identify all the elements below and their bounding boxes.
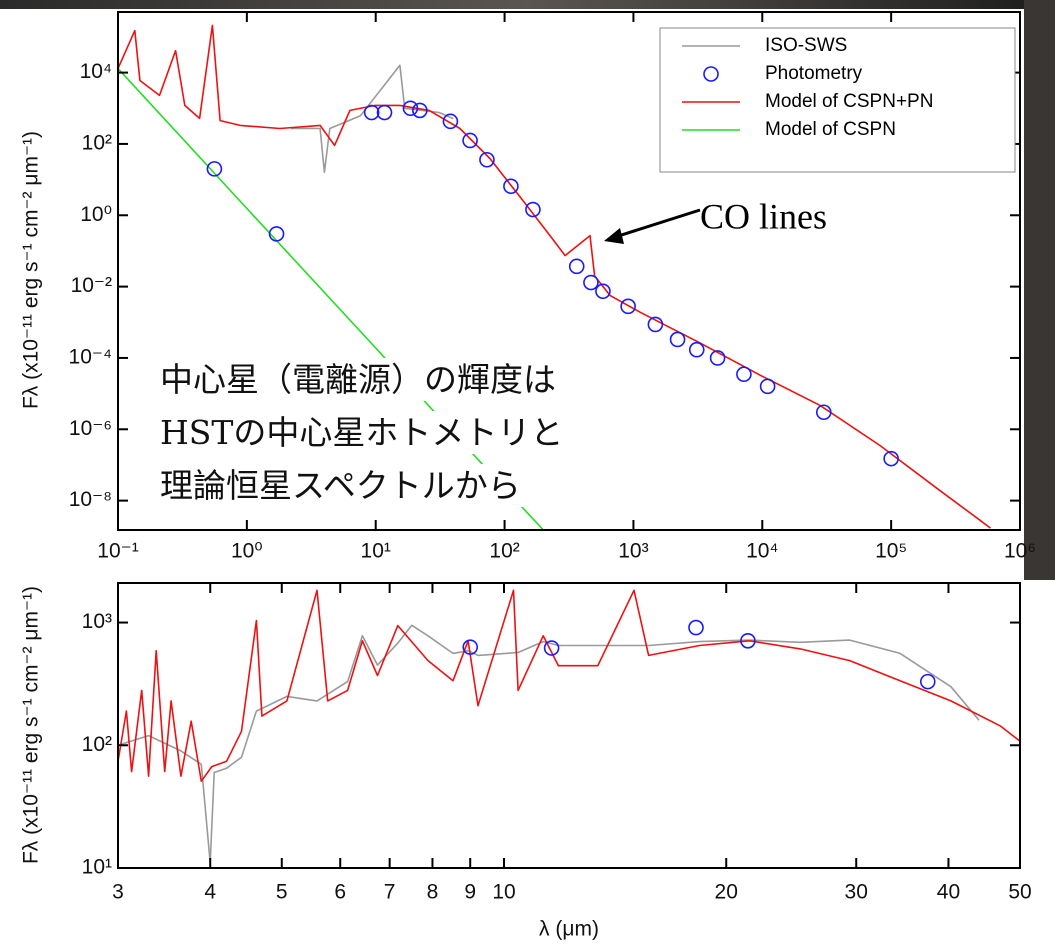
panel: 3 4 5 6 7 8 9 10 20 30 40 50 10¹ 10² 10³ Fλ (x10⁻¹¹ erg… <box>20 582 1032 941</box>
y-tick-label: 10³ <box>82 610 112 633</box>
annotation-backing <box>157 411 567 454</box>
plot-frame <box>117 11 1021 531</box>
x-tick-label: 50 <box>1008 881 1031 904</box>
y-tick-label: 10⁻⁴ <box>69 345 112 368</box>
x-tick-label: 8 <box>427 881 439 904</box>
y-tick-label: 10⁻⁸ <box>69 488 112 511</box>
x-tick-label: 6 <box>334 881 346 904</box>
x-tick-label: 4 <box>204 881 216 904</box>
photometry-point <box>583 274 599 291</box>
legend-box <box>659 27 1016 173</box>
photometry-point <box>479 151 495 168</box>
legend: ISO-SWS Photometry Model of CSPN+PN Model o… <box>659 27 1016 173</box>
series-line <box>118 67 544 530</box>
y-tick-label: 10² <box>82 131 112 154</box>
x-tick-label: 40 <box>937 881 960 904</box>
x-tick-label: 10² <box>489 540 519 563</box>
photometry-point <box>669 331 686 348</box>
legend-label: ISO-SWS <box>765 35 847 56</box>
x-tick-label: 20 <box>715 881 738 904</box>
photometry-point <box>412 102 428 119</box>
x-tick-label: 3 <box>112 881 124 904</box>
photometry-point <box>442 113 459 130</box>
photometry-point <box>543 640 560 656</box>
photometry-point <box>462 132 478 149</box>
arrow <box>611 208 701 240</box>
series-line <box>118 589 1020 782</box>
y-tick-label: 10⁴ <box>80 60 112 83</box>
annotation: CO lines <box>700 196 827 236</box>
photometry-point <box>883 450 899 467</box>
x-tick-label: 10⁶ <box>1004 540 1036 563</box>
photometry-point <box>688 619 704 636</box>
x-tick-label: 30 <box>845 881 868 904</box>
legend-swatch <box>703 66 719 82</box>
photometry-point <box>462 639 479 655</box>
x-tick-label: 10⁻¹ <box>97 540 138 563</box>
photometry-point <box>815 404 832 421</box>
photometry-point <box>525 201 541 218</box>
x-tick-label: 10⁴ <box>746 540 778 563</box>
annotations: CO lines 中心星（電離源）の輝度は HSTの中心星ホトメトリと 理論恒星… <box>157 196 827 507</box>
x-tick-label: 10⁰ <box>231 540 263 563</box>
photometry-point <box>402 100 419 117</box>
x-tick-label: 10 <box>492 881 515 904</box>
photometry-point <box>620 298 636 315</box>
photometry-point <box>688 341 705 358</box>
annotation: 中心星（電離源）の輝度は <box>160 360 556 399</box>
x-tick-label: 10¹ <box>361 540 391 563</box>
photometry-point <box>363 104 380 121</box>
legend-label: Photometry <box>765 63 863 84</box>
y-tick-label: 10⁰ <box>80 203 112 226</box>
background-edge <box>1024 0 1055 580</box>
x-tick-label: 5 <box>276 881 288 904</box>
x-tick-label: 7 <box>384 881 396 904</box>
panel: 10⁻¹ 10⁰ 10¹ 10² 10³ 10⁴ 10⁵ 10⁶ 10⁻⁸ 10⁻⁶ 10⁻⁴ 10⁻… <box>20 11 1036 563</box>
photometry-point <box>268 226 285 242</box>
photometry-point <box>709 350 726 366</box>
x-tick-label: 10⁵ <box>875 540 907 563</box>
plot-area <box>118 24 991 530</box>
series-line <box>118 24 991 529</box>
photometry-point <box>206 161 223 177</box>
photometry-point <box>568 258 585 275</box>
annotation: 理論恒星スペクトルから <box>160 466 521 505</box>
annotation: HSTの中心星ホトメトリと <box>160 413 563 452</box>
annotation-backing <box>157 464 524 507</box>
legend-label: Model of CSPN <box>765 119 896 140</box>
annotation-backing <box>157 358 559 401</box>
plot-area <box>118 589 1020 864</box>
photometry-point <box>919 673 936 690</box>
photometry-point <box>376 104 393 121</box>
y-tick-label: 10¹ <box>82 856 112 879</box>
y-axis-label: Fλ (x10⁻¹¹ erg s⁻¹ cm⁻² μm⁻¹) <box>20 586 43 864</box>
photometry-point <box>736 366 752 383</box>
x-tick-label: 10³ <box>618 540 648 563</box>
y-tick-label: 10² <box>82 733 112 756</box>
plot-frame <box>117 582 1021 869</box>
x-tick-label: 9 <box>464 881 476 904</box>
x-axis-label: λ (μm) <box>539 918 599 941</box>
photometry-point <box>647 316 664 333</box>
photometry-point <box>759 378 776 395</box>
y-tick-label: 10⁻⁶ <box>69 417 112 440</box>
arrow-head <box>604 228 624 244</box>
plots: 10⁻¹ 10⁰ 10¹ 10² 10³ 10⁴ 10⁵ 10⁶ 10⁻⁸ 10⁻⁶ 10⁻⁴ 10⁻… <box>20 11 1036 941</box>
y-tick-label: 10⁻² <box>71 274 112 297</box>
legend-label: Model of CSPN+PN <box>765 91 933 112</box>
background-strip <box>0 0 1055 9</box>
photometry-point <box>503 178 519 195</box>
y-axis-label: Fλ (x10⁻¹¹ erg s⁻¹ cm⁻² μm⁻¹) <box>20 131 43 409</box>
photometry-point <box>740 632 756 649</box>
photometry-point <box>595 283 611 300</box>
